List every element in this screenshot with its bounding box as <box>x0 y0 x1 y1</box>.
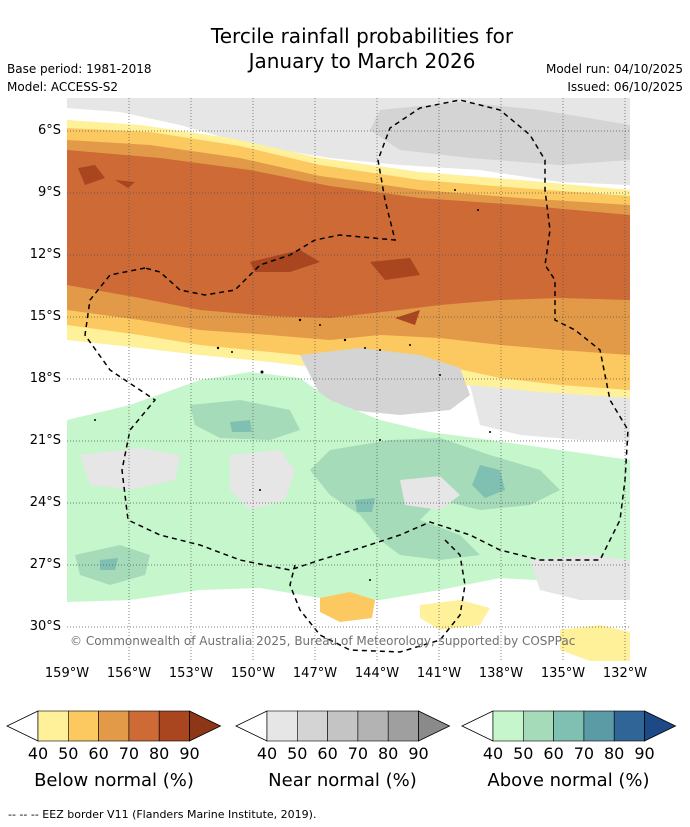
legend-near-swatch-80 <box>387 710 419 742</box>
legend-below-tick-40: 40 <box>27 744 49 763</box>
legend-above-swatch-40 <box>492 710 524 742</box>
legend-colorbars <box>6 710 677 742</box>
lon-label-153w: 153°W <box>168 666 214 681</box>
legend-above-lower-extend <box>461 710 494 742</box>
legend-above-tick-40: 40 <box>482 744 504 763</box>
legend-title-above: Above normal (%) <box>487 770 650 791</box>
lat-label-18s: 18°S <box>29 371 61 386</box>
lon-label-138w: 138°W <box>478 666 524 681</box>
legend-near-tick-90: 90 <box>408 744 429 763</box>
near-normal-region-north-dark <box>370 102 630 165</box>
legend-below-tick-60: 60 <box>88 744 109 763</box>
legend-below-upper-extend <box>189 710 222 742</box>
legend-above-tick-70: 70 <box>573 744 595 763</box>
legend-above-tick-60: 60 <box>543 744 564 763</box>
model-run: Model run: 04/10/2025 <box>545 62 683 76</box>
legend-below-swatch-60 <box>98 710 130 742</box>
lat-label-15s: 15°S <box>29 309 61 324</box>
lon-label-141w: 141°W <box>416 666 462 681</box>
legend-near-tick-40: 40 <box>256 744 278 763</box>
near-normal-region-south-east <box>400 476 630 600</box>
eez-border-pitcairn <box>289 539 466 653</box>
eez-footnote: -- -- -- EEZ border V11 (Flanders Marine… <box>8 808 317 821</box>
issued-date: Issued: 06/10/2025 <box>567 80 683 94</box>
legend-below-swatch-80 <box>158 710 190 742</box>
probability-shading <box>67 98 630 661</box>
legend-below-tick-70: 70 <box>118 744 140 763</box>
below-normal-70 <box>67 150 630 318</box>
lon-label-135w: 135°W <box>540 666 586 681</box>
legend-near-swatch-70 <box>357 710 389 742</box>
near-normal-region-south-west <box>80 448 295 510</box>
legend-above-upper-extend <box>644 710 677 742</box>
legend-below-tick-80: 80 <box>149 744 170 763</box>
legend-near-swatch-60 <box>327 710 359 742</box>
legend-below-swatch-50 <box>68 710 99 742</box>
lon-label-156w: 156°W <box>106 666 152 681</box>
eez-border-french-polynesia <box>84 99 629 571</box>
legend-near-tick-50: 50 <box>287 744 308 763</box>
legend-near-tick-60: 60 <box>317 744 338 763</box>
model-info: Base period: 1981-2018 Model: ACCESS-S2 <box>7 60 152 96</box>
legend-near-swatch-50 <box>296 710 328 742</box>
legend-near-lower-extend <box>235 710 268 742</box>
legend-above-swatch-60 <box>553 710 585 742</box>
islands <box>94 189 491 581</box>
lat-label-27s: 27°S <box>29 557 61 572</box>
lat-label-24s: 24°S <box>29 495 61 510</box>
run-info: Model run: 04/10/2025 Issued: 06/10/2025 <box>546 60 683 96</box>
legend-above-swatch-70 <box>583 710 615 742</box>
legend-near-upper-extend <box>418 710 451 742</box>
title-line-1: Tercile rainfall probabilities for <box>210 24 514 48</box>
lon-label-132w: 132°W <box>602 666 648 681</box>
lon-label-144w: 144°W <box>354 666 400 681</box>
model-name: Model: ACCESS-S2 <box>7 80 119 94</box>
lon-label-150w: 150°W <box>230 666 276 681</box>
lat-label-6s: 6°S <box>37 123 61 138</box>
legend-above-swatch-80 <box>613 710 645 742</box>
legend-above-tick-90: 90 <box>634 744 655 763</box>
legend-below-tick-90: 90 <box>179 744 200 763</box>
copyright-notice: © Commonwealth of Australia 2025, Bureau… <box>70 634 576 648</box>
legend-title-below: Below normal (%) <box>34 770 194 791</box>
map-title: Tercile rainfall probabilities for Janua… <box>0 24 690 74</box>
near-normal-region-central <box>300 348 470 415</box>
below-normal-patch-south-2 <box>420 600 630 661</box>
lon-label-159w: 159°W <box>44 666 90 681</box>
lat-label-12s: 12°S <box>29 247 61 262</box>
near-normal-region-east <box>470 385 630 440</box>
legend-above-swatch-50 <box>522 710 554 742</box>
legend-near-tick-70: 70 <box>347 744 369 763</box>
lat-label-9s: 9°S <box>37 185 61 200</box>
legend-below-swatch-40 <box>37 710 69 742</box>
lat-label-21s: 21°S <box>29 433 61 448</box>
title-line-2: January to March 2026 <box>248 49 476 73</box>
legend-near-swatch-40 <box>266 710 298 742</box>
lon-label-147w: 147°W <box>292 666 338 681</box>
legend-title-near: Near normal (%) <box>268 770 417 791</box>
legend-above-tick-50: 50 <box>513 744 534 763</box>
gridlines <box>67 98 630 661</box>
legend-below-lower-extend <box>6 710 39 742</box>
legend-near-tick-80: 80 <box>378 744 399 763</box>
below-normal-patch-south <box>320 592 375 622</box>
legend-below-swatch-70 <box>128 710 160 742</box>
lat-label-30s: 30°S <box>29 619 61 634</box>
base-period: Base period: 1981-2018 <box>7 62 152 76</box>
legend-below-tick-50: 50 <box>58 744 79 763</box>
legend-above-tick-80: 80 <box>604 744 625 763</box>
